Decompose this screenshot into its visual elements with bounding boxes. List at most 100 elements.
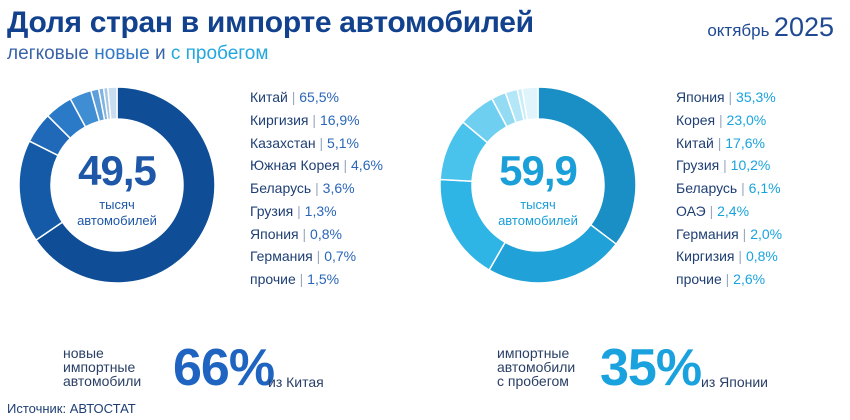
new-legend-label-6: Япония xyxy=(250,225,299,242)
new-slice-0 xyxy=(34,86,216,284)
used-slice-0 xyxy=(537,86,637,246)
subtitle-new: новые xyxy=(94,43,150,64)
stat-used-line3: с пробегом xyxy=(497,373,569,389)
used-legend-sep-7: | xyxy=(734,248,746,265)
used-legend-item-4: Беларусь | 6,1% xyxy=(676,177,782,200)
used-legend-sep-8: | xyxy=(721,271,734,287)
new-legend-item-3: Южная Корея | 4,6% xyxy=(250,154,383,177)
new-legend-value-4: 3,6% xyxy=(322,180,355,196)
new-legend-item-8: прочие | 1,5% xyxy=(250,268,383,291)
subtitle-prefix: легковые xyxy=(7,43,95,64)
used-legend-value-4: 6,1% xyxy=(748,180,781,196)
used-legend-sep-0: | xyxy=(724,89,737,105)
new-legend-value-3: 4,6% xyxy=(351,157,383,174)
legend-new: Китай | 65,5% Киргизия | 16,9% Казахстан |… xyxy=(250,86,383,291)
used-legend-label-8: прочие xyxy=(676,271,722,287)
new-legend-item-2: Казахстан | 5,1% xyxy=(250,132,383,155)
donut-used-unit-line1: тысяч xyxy=(520,197,556,212)
new-legend-sep-4: | xyxy=(311,180,323,196)
new-legend-label-1: Киргизия xyxy=(250,111,309,128)
used-legend-label-7: Киргизия xyxy=(676,248,735,265)
used-legend-item-7: Киргизия | 0,8% xyxy=(676,245,782,268)
used-slice-8 xyxy=(521,86,539,121)
used-legend-value-7: 0,8% xyxy=(745,248,778,265)
new-legend-label-2: Казахстан xyxy=(250,134,316,151)
new-legend-item-5: Грузия | 1,3% xyxy=(250,200,383,223)
stat-used: импортные автомобили с пробегом 35% из Япо… xyxy=(497,340,797,394)
new-legend-sep-2: | xyxy=(315,134,328,151)
used-legend-item-3: Грузия | 10,2% xyxy=(676,154,782,177)
donut-new-center-unit: тысяч автомобилей xyxy=(17,197,217,229)
used-legend-value-0: 35,3% xyxy=(736,89,776,105)
donut-new: 49,5 тысяч автомобилей xyxy=(17,85,217,285)
stat-new-line2: импортные xyxy=(63,359,136,375)
chart-subtitle: легковые новые и с пробегом xyxy=(7,43,268,65)
donut-new-unit-line1: тысяч xyxy=(99,197,135,212)
used-legend-item-8: прочие | 2,6% xyxy=(676,268,782,291)
used-legend-label-0: Япония xyxy=(676,89,725,105)
period-month: октябрь xyxy=(707,21,770,40)
new-legend-item-4: Беларусь | 3,6% xyxy=(250,177,383,200)
new-legend-label-3: Южная Корея xyxy=(250,157,340,174)
new-legend-sep-8: | xyxy=(295,271,308,287)
new-legend-item-6: Япония | 0,8% xyxy=(250,223,383,246)
donut-used-center-value: 59,9 xyxy=(499,147,578,194)
used-legend-sep-6: | xyxy=(738,225,751,242)
used-legend-label-6: Германия xyxy=(676,225,739,242)
new-legend-item-1: Киргизия | 16,9% xyxy=(250,109,383,132)
stat-used-big: 35% xyxy=(600,339,702,397)
new-legend-item-7: Германия | 0,7% xyxy=(250,245,383,268)
new-legend-value-6: 0,8% xyxy=(310,225,342,242)
new-legend-value-5: 1,3% xyxy=(304,202,337,219)
stat-used-desc: импортные автомобили с пробегом xyxy=(497,346,575,388)
donut-used-center-unit: тысяч автомобилей xyxy=(438,197,638,229)
donut-new-center-value: 49,5 xyxy=(78,147,157,194)
new-legend-label-5: Грузия xyxy=(250,202,294,219)
new-legend-sep-5: | xyxy=(293,202,305,219)
subtitle-and: и xyxy=(149,43,171,64)
donut-new-svg xyxy=(18,86,216,284)
used-legend-value-8: 2,6% xyxy=(733,271,766,287)
used-legend-label-5: ОАЭ xyxy=(676,202,706,219)
new-legend-value-8: 1,5% xyxy=(307,271,340,287)
new-slice-8 xyxy=(106,86,118,121)
new-legend-sep-0: | xyxy=(287,89,300,105)
new-legend-value-0: 65,5% xyxy=(299,89,339,105)
legend-used: Япония | 35,3% Корея | 23,0% Китай | 17,6%… xyxy=(676,86,782,291)
donut-used: 59,9 тысяч автомобилей xyxy=(438,85,638,285)
subtitle-used: с пробегом xyxy=(170,43,269,64)
used-legend-value-1: 23,0% xyxy=(726,111,767,128)
donut-new-unit-line2: автомобилей xyxy=(77,213,157,228)
new-legend-sep-6: | xyxy=(298,225,311,242)
new-legend-sep-3: | xyxy=(339,157,352,174)
new-legend-value-1: 16,9% xyxy=(319,111,360,128)
stat-new-line3: автомобили xyxy=(63,373,142,389)
used-legend-item-2: Китай | 17,6% xyxy=(676,132,782,155)
used-legend-value-3: 10,2% xyxy=(730,157,771,174)
used-legend-sep-4: | xyxy=(737,180,749,196)
period: октябрь 2025 xyxy=(707,12,834,43)
stat-used-tail: из Японии xyxy=(701,374,768,390)
donut-used-svg xyxy=(439,86,637,284)
used-slice-1 xyxy=(488,223,618,284)
stat-new-big: 66% xyxy=(173,339,275,397)
used-legend-label-2: Китай xyxy=(676,134,714,151)
used-legend-item-0: Япония | 35,3% xyxy=(676,86,782,109)
new-legend-label-7: Германия xyxy=(250,248,313,265)
used-legend-value-5: 2,4% xyxy=(717,202,750,219)
used-legend-item-5: ОАЭ | 2,4% xyxy=(676,200,782,223)
new-legend-label-8: прочие xyxy=(250,271,296,287)
new-legend-label-0: Китай xyxy=(250,89,288,105)
source-note: Источник: АВТОСТАТ xyxy=(7,401,136,416)
used-legend-label-1: Корея xyxy=(676,111,716,128)
used-legend-item-1: Корея | 23,0% xyxy=(676,109,782,132)
used-legend-value-2: 17,6% xyxy=(725,134,765,151)
new-legend-label-4: Беларусь xyxy=(250,180,312,196)
used-legend-sep-1: | xyxy=(715,111,727,128)
used-legend-label-4: Беларусь xyxy=(676,180,738,196)
stat-used-line2: автомобили xyxy=(497,359,576,375)
used-legend-item-6: Германия | 2,0% xyxy=(676,223,782,246)
stat-used-line1: импортные xyxy=(497,345,570,361)
stat-new: новые импортные автомобили 66% из Китая xyxy=(63,340,353,394)
new-legend-value-2: 5,1% xyxy=(327,134,359,151)
